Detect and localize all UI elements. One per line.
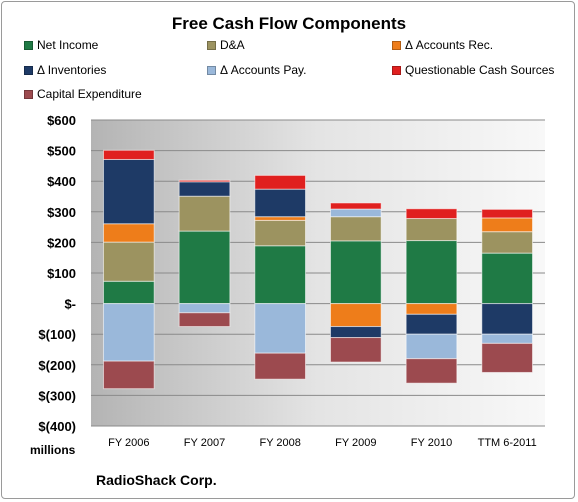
- chart-title: Free Cash Flow Components: [171, 14, 407, 33]
- legend-item-net-income: Net Income: [24, 38, 98, 52]
- legend-label: Δ Accounts Rec.: [405, 38, 494, 52]
- bar-segment: [254, 188, 307, 218]
- bar-segment: [254, 216, 307, 221]
- y-tick-label: $(400): [38, 419, 76, 434]
- legend-swatch: [392, 41, 401, 50]
- bar-segment: [178, 303, 231, 314]
- bar-segment: [102, 303, 155, 362]
- legend-label: Δ Inventories: [37, 63, 107, 77]
- bar-segment: [405, 218, 458, 242]
- bar-segment: [481, 342, 534, 373]
- x-tick-label: FY 2006: [108, 437, 149, 449]
- bar-segment: [329, 208, 382, 218]
- bar-segment: [481, 231, 534, 254]
- y-tick-label: $(100): [38, 327, 76, 342]
- y-tick-label: $(200): [38, 358, 76, 373]
- bar-segment: [254, 245, 307, 305]
- bar-segment: [102, 360, 155, 390]
- legend-swatch: [392, 66, 401, 75]
- bar-segment: [405, 333, 458, 360]
- bar-segment: [329, 240, 382, 305]
- bar-segment: [329, 202, 382, 210]
- legend-swatch: [24, 90, 33, 99]
- bar-segment: [329, 326, 382, 339]
- bar-segment: [178, 312, 231, 328]
- legend-swatch: [24, 66, 33, 75]
- legend-item-accounts-pay: Δ Accounts Pay.: [207, 63, 307, 77]
- legend-item-inventories: Δ Inventories: [24, 63, 106, 77]
- bar-segment: [254, 174, 307, 190]
- legend-label: Δ Accounts Pay.: [220, 63, 307, 77]
- bar-segment: [405, 240, 458, 305]
- y-tick-label: $(300): [38, 388, 76, 403]
- legend-label: D&A: [220, 38, 245, 52]
- bar-segment: [254, 219, 307, 247]
- bar-segment: [329, 337, 382, 363]
- legend-label: Capital Expenditure: [37, 87, 142, 101]
- legend-label: Questionable Cash Sources: [405, 63, 555, 77]
- bar-segment: [178, 181, 231, 197]
- legend-swatch: [24, 41, 33, 50]
- units-label: millions: [30, 443, 76, 457]
- bar-segment: [178, 230, 231, 305]
- y-tick-label: $400: [47, 174, 76, 189]
- x-tick-label: TTM 6-2011: [478, 437, 537, 449]
- y-tick-label: $500: [47, 144, 76, 159]
- y-tick-label: $-: [64, 297, 76, 312]
- bar-segment: [329, 216, 382, 242]
- bar-segment: [102, 241, 155, 282]
- bar-segment: [405, 313, 458, 335]
- bar-segment: [102, 149, 155, 160]
- bar-segment: [102, 158, 155, 225]
- y-tick-label: $100: [47, 266, 76, 281]
- bar-segment: [481, 252, 534, 305]
- y-tick-label: $600: [47, 113, 76, 128]
- bar-segment: [405, 358, 458, 384]
- legend-item-accounts-rec: Δ Accounts Rec.: [392, 38, 493, 52]
- bar-segment: [102, 280, 155, 305]
- bar-segment: [481, 217, 534, 233]
- legend-swatch: [207, 66, 216, 75]
- legend-label: Net Income: [37, 38, 99, 52]
- y-tick-label: $200: [47, 235, 76, 250]
- bar-segment: [481, 208, 534, 219]
- y-tick-label: $300: [47, 205, 76, 220]
- company-name: RadioShack Corp.: [96, 472, 217, 488]
- legend-swatch: [207, 41, 216, 50]
- x-tick-label: FY 2008: [259, 437, 300, 449]
- bar-segment: [102, 223, 155, 243]
- bar-segment: [329, 303, 382, 328]
- bar-segment: [254, 352, 307, 380]
- x-tick-label: FY 2010: [411, 437, 452, 449]
- x-tick-label: FY 2009: [335, 437, 376, 449]
- bar-segment: [254, 303, 307, 354]
- bar-segment: [405, 303, 458, 315]
- legend-item-questionable-cash: Questionable Cash Sources: [392, 63, 554, 77]
- bar-segment: [178, 179, 231, 183]
- legend-item-capex: Capital Expenditure: [24, 87, 142, 101]
- bar-segment: [405, 208, 458, 220]
- bar-segment: [481, 303, 534, 335]
- legend-item-da: D&A: [207, 38, 245, 52]
- bar-segment: [178, 195, 231, 232]
- bar-segment: [481, 333, 534, 344]
- x-tick-label: FY 2007: [184, 437, 225, 449]
